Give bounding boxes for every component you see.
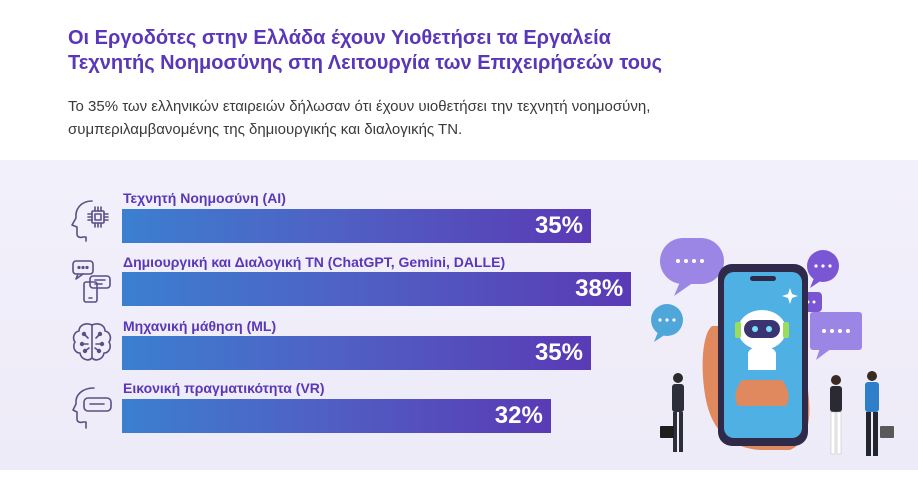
subtitle-line-2: συμπεριλαμβανομένης της δημιουργικής και… (68, 121, 463, 138)
business-person-icon (865, 371, 894, 456)
chatbot-phone-illustration (651, 238, 894, 456)
category-label: Εικονική πραγματικότητα (VR) (123, 380, 325, 396)
category-label: Μηχανική μάθηση (ML) (123, 318, 277, 334)
bar-value-label: 38% (575, 275, 624, 302)
business-person-icon (830, 375, 842, 455)
bar: 38% (122, 272, 632, 306)
business-person-icon (660, 373, 684, 452)
page-subtitle: Το 35% των ελληνικών εταιρειών δήλωσαν ό… (68, 95, 888, 141)
title-line-2: Τεχνητής Νοημοσύνης στη Λειτουργία των Ε… (68, 52, 662, 74)
speech-bubble-icon (651, 304, 683, 342)
page-title: Οι Εργοδότες στην Ελλάδα έχουν Υιοθετήσε… (68, 26, 888, 76)
speech-bubble-icon (810, 312, 862, 360)
bar: 35% (122, 209, 591, 243)
bar-value-label: 35% (534, 212, 583, 239)
category-label: Δημιουργική και Διαλογική ΤΝ (ChatGPT, G… (123, 254, 506, 270)
chat-phone-icon (72, 260, 111, 303)
speech-bubble-icon (660, 238, 724, 296)
category-label: Τεχνητή Νοημοσύνη (AI) (123, 190, 286, 206)
bar: 32% (122, 399, 551, 433)
title-line-1: Οι Εργοδότες στην Ελλάδα έχουν Υιοθετήσε… (68, 27, 611, 49)
speech-bubble-icon (807, 250, 839, 288)
ai-head-chip-icon (71, 200, 109, 242)
bar-value-label: 32% (494, 402, 543, 429)
bar: 35% (122, 336, 591, 370)
subtitle-line-1: Το 35% των ελληνικών εταιρειών δήλωσαν ό… (68, 98, 651, 115)
vr-headset-icon (72, 387, 112, 429)
bar-value-label: 35% (534, 339, 583, 366)
brain-circuit-icon (72, 323, 112, 361)
